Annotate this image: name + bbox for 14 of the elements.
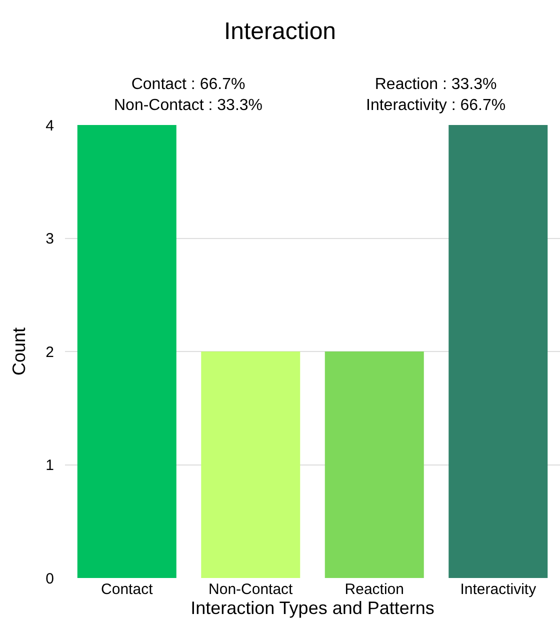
y-tick-label: 2 — [46, 344, 54, 361]
y-tick-label: 0 — [46, 570, 54, 588]
y-tick-label: 1 — [46, 457, 54, 474]
y-axis-title: Count — [8, 327, 29, 376]
x-tick-label: Contact — [101, 581, 154, 598]
text: Contact : 66.7% Non-Contact : 33.3% — [114, 76, 263, 114]
x-tick-label: Reaction — [344, 581, 404, 598]
x-axis-title: Interaction Types and Patterns — [190, 598, 434, 618]
text: Reaction : 33.3% Interactivity : 66.7% — [366, 76, 506, 114]
x-tick-label: Non-Contact — [208, 581, 294, 598]
y-tick-label: 4 — [46, 117, 54, 134]
x-tick-label: Interactivity — [460, 581, 537, 598]
chart-title: Interaction — [224, 18, 336, 45]
y-tick-label: 3 — [46, 230, 54, 248]
